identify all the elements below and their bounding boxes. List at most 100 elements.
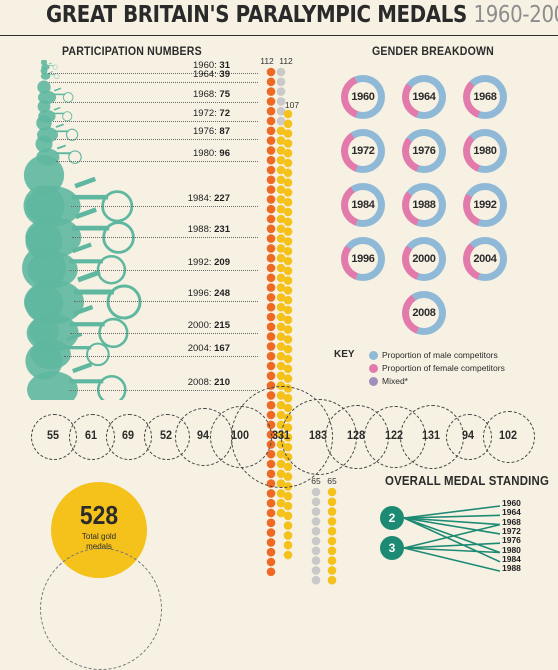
medal-bead (283, 511, 293, 521)
medal-bead (311, 536, 321, 546)
standing-position: 2 (380, 506, 404, 530)
medal-bead (283, 374, 293, 383)
gold-column-label: 107 (284, 100, 300, 110)
medal-bead (276, 498, 286, 508)
medal-bead (266, 293, 276, 302)
medal-bead (266, 508, 276, 518)
medal-bead (266, 116, 276, 126)
gold-dashed-ring (40, 548, 162, 670)
standing-link (403, 514, 501, 519)
medal-bead (276, 489, 286, 498)
medal-bead (283, 227, 293, 236)
medal-bead (283, 207, 293, 217)
medal-bead (276, 332, 286, 341)
gender-donut: 1984 (341, 183, 385, 227)
medal-bead (266, 136, 276, 145)
medal-bead (276, 293, 286, 302)
standing-link (403, 517, 501, 535)
participation-year: 1964 (193, 69, 215, 80)
gold-label-line1: Total gold (81, 532, 117, 541)
medal-total-circle (483, 411, 535, 463)
participation-count: 231 (214, 224, 230, 235)
medal-bead (283, 354, 293, 364)
participation-count: 167 (214, 343, 230, 354)
medal-bead (283, 148, 293, 158)
participation-rule (53, 102, 258, 103)
medal-total: 69 (121, 428, 135, 442)
medal-bead (266, 273, 276, 283)
title-rule (0, 35, 558, 36)
participation-rule (52, 121, 258, 122)
gold-total: 528 (79, 500, 119, 530)
gender-donut-year: 1968 (470, 82, 500, 112)
medal-total: 102 (498, 428, 518, 442)
gender-title: GENDER BREAKDOWN (372, 44, 494, 58)
wheelchair-icon (40, 60, 58, 71)
participation-rule (69, 270, 258, 271)
medal-bead (266, 342, 276, 351)
medal-bead (266, 87, 276, 96)
medal-bead (266, 175, 276, 185)
medal-bead (266, 371, 276, 381)
medal-bead (283, 217, 293, 227)
gender-donut-year: 2004 (470, 244, 500, 274)
medal-total: 183 (308, 428, 328, 442)
orange-column-label: 112 (260, 56, 274, 66)
gender-donut-year: 1984 (348, 190, 378, 220)
medal-total: 94 (461, 428, 475, 442)
medal-bead (283, 521, 293, 530)
medal-bead (276, 214, 286, 224)
medal-bead (276, 67, 286, 77)
wheelchair-icon (40, 67, 60, 80)
key-item-label: Proportion of female competitors (382, 363, 505, 373)
medal-bead (266, 234, 276, 243)
medal-bead (283, 178, 293, 187)
medal-bead (266, 106, 276, 116)
medal-bead (311, 546, 321, 556)
participation-count: 227 (214, 193, 230, 204)
gender-donut: 1968 (463, 75, 507, 119)
gold-label: Total gold medals (51, 532, 147, 552)
medal-bead (276, 361, 286, 371)
medal-bead (266, 77, 276, 87)
medal-bead (283, 119, 293, 129)
medal-bead (283, 256, 293, 266)
participation-count: 75 (219, 89, 230, 100)
gender-donut-year: 1980 (470, 136, 500, 166)
medal-bead (283, 237, 293, 246)
medal-bead (283, 491, 293, 501)
participation-label: 1976: 87 (193, 126, 230, 137)
participation-year: 1972 (193, 108, 215, 119)
participation-rule (74, 301, 258, 302)
participation-label: 1984: 227 (187, 193, 230, 204)
medal-bead (311, 556, 321, 565)
standing-year: 1980 (502, 544, 521, 555)
medal-bead (283, 129, 293, 138)
medal-bead (283, 168, 293, 178)
standing-year: 1976 (502, 535, 521, 546)
medal-bead (283, 531, 293, 540)
participation-rule (71, 237, 258, 238)
medal-bead (276, 302, 286, 312)
medal-bead (283, 246, 293, 256)
medal-bead (266, 195, 276, 204)
medal-total: 52 (159, 428, 173, 442)
medal-bead (276, 116, 286, 126)
medal-bead (283, 550, 293, 560)
medal-bead (283, 305, 293, 315)
medal-bead (283, 315, 293, 325)
gender-donut-year: 2000 (409, 244, 439, 274)
medal-bead (276, 77, 286, 87)
medal-bead (276, 273, 286, 283)
medal-bead (276, 351, 286, 361)
medal-bead (283, 139, 293, 148)
participation-rule (70, 333, 258, 334)
participation-label: 2008: 210 (187, 377, 230, 388)
wheelchair-icon (25, 342, 127, 400)
medal-bead (266, 204, 276, 214)
medal-bead (276, 312, 286, 322)
medal-bead (276, 155, 286, 165)
medal-total: 122 (384, 428, 404, 442)
medal-bead (327, 507, 337, 516)
participation-rule (69, 390, 258, 391)
